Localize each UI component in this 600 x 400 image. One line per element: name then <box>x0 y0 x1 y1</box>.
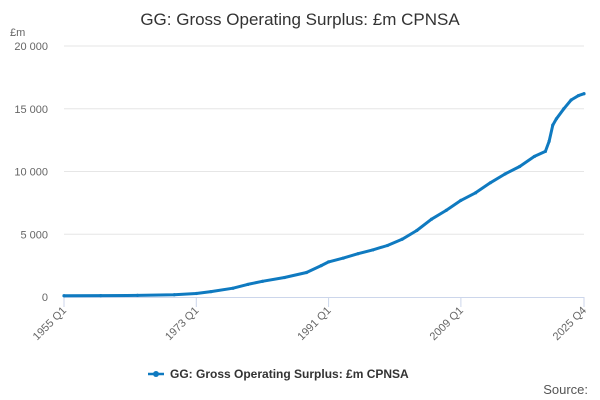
x-tick-label: 1955 Q1 <box>31 305 69 343</box>
y-axis-tick-labels: 0 5 000 10 000 15 000 20 000 <box>14 41 48 304</box>
x-axis-ticks <box>63 297 585 307</box>
y-tick-label: 0 <box>42 292 48 304</box>
data-point <box>503 172 507 176</box>
legend-swatch-marker <box>153 371 159 377</box>
data-point <box>518 164 522 169</box>
series-group <box>62 92 586 298</box>
data-point <box>99 294 103 298</box>
data-point <box>543 149 548 154</box>
data-point <box>326 260 331 264</box>
data-point <box>554 117 559 121</box>
data-point <box>488 181 492 185</box>
data-point <box>260 279 265 283</box>
data-point <box>385 243 389 248</box>
data-point <box>400 237 404 241</box>
data-point <box>551 123 555 127</box>
data-point <box>459 198 463 202</box>
data-point <box>562 107 566 111</box>
chart-title: GG: Gross Operating Surplus: £m CPNSA <box>140 10 460 29</box>
source-label: Source: <box>543 382 588 397</box>
data-point <box>371 248 375 252</box>
series-line-0 <box>62 92 586 298</box>
data-point <box>532 154 536 159</box>
data-point <box>429 217 434 221</box>
data-point <box>172 293 176 297</box>
x-tick-label: 2009 Q1 <box>428 305 466 343</box>
data-point <box>582 92 586 96</box>
data-point <box>473 191 478 195</box>
data-point <box>246 282 250 287</box>
data-point <box>282 275 287 280</box>
data-point <box>569 98 573 102</box>
data-point <box>547 139 551 143</box>
y-tick-label: 10 000 <box>14 167 48 179</box>
legend[interactable]: GG: Gross Operating Surplus: £m CPNSA <box>148 367 409 381</box>
data-point <box>356 252 360 256</box>
x-tick-label: 2025 Q4 <box>551 305 589 343</box>
y-tick-label: 20 000 <box>14 41 48 53</box>
data-point <box>231 286 235 290</box>
data-point <box>194 291 198 296</box>
data-point <box>62 294 66 298</box>
x-axis-tick-labels: 1955 Q1 1973 Q1 1991 Q1 2009 Q1 2025 Q4 <box>31 305 589 343</box>
data-point <box>135 293 140 297</box>
data-point <box>576 93 581 98</box>
gridlines <box>64 45 584 235</box>
data-point <box>319 264 323 268</box>
data-point <box>415 228 419 233</box>
y-tick-label: 15 000 <box>14 104 48 116</box>
legend-entry-label: GG: Gross Operating Surplus: £m CPNSA <box>170 367 409 381</box>
data-point <box>341 256 345 260</box>
data-point <box>304 270 309 275</box>
x-tick-label: 1973 Q1 <box>163 305 201 343</box>
data-point <box>209 290 213 294</box>
data-point <box>444 208 448 213</box>
x-tick-label: 1991 Q1 <box>295 305 333 343</box>
y-axis-unit-label: £m <box>10 27 25 39</box>
y-tick-label: 5 000 <box>20 229 48 241</box>
